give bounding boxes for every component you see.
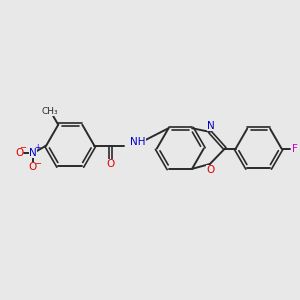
- Text: −: −: [34, 159, 41, 168]
- Text: F: F: [292, 143, 298, 154]
- Text: −: −: [19, 143, 26, 152]
- Text: O: O: [29, 162, 37, 172]
- Text: NH: NH: [130, 137, 146, 147]
- Text: O: O: [206, 165, 214, 175]
- Text: O: O: [15, 148, 23, 158]
- Text: N: N: [207, 121, 214, 131]
- Text: N: N: [29, 148, 37, 158]
- Text: O: O: [106, 159, 115, 169]
- Text: +: +: [34, 143, 41, 152]
- Text: CH₃: CH₃: [42, 107, 58, 116]
